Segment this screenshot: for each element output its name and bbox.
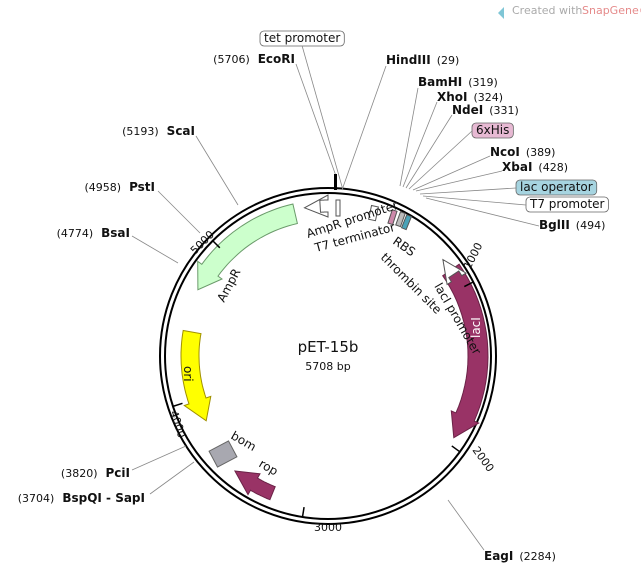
site-position: (5193)	[122, 125, 159, 138]
site-leader	[157, 190, 201, 234]
plasmid-size: 5708 bp	[305, 360, 350, 373]
feature-label: RBS	[390, 234, 418, 259]
tick-mark	[212, 240, 221, 249]
site-position: (5706)	[213, 53, 250, 66]
site-name: EcoRI	[258, 52, 295, 66]
backbone-outer	[159, 187, 497, 525]
ampr-promoter-arrow	[303, 194, 329, 218]
site-leader	[131, 445, 187, 471]
site-name: XhoI	[437, 90, 468, 104]
tick-label: 3000	[314, 521, 342, 534]
tick-label: 4000	[167, 409, 188, 440]
site-name: BamHI	[418, 75, 462, 89]
site-leader	[131, 235, 179, 264]
tick-mark	[451, 445, 461, 453]
ori-arrow	[180, 329, 212, 422]
site-name: NcoI	[490, 145, 520, 159]
credit: Created with SnapGene®	[498, 4, 641, 19]
site-name: BsaI	[101, 226, 130, 240]
tick-label: 2000	[470, 444, 497, 474]
site-position: (29)	[437, 54, 460, 67]
credit-text: Created with	[512, 4, 582, 17]
site-position: (389)	[526, 146, 556, 159]
lac-operator-mark	[400, 214, 413, 231]
snapgene-logo	[498, 7, 504, 19]
feature-box-label: T7 promoter	[529, 197, 605, 211]
site-name: HindIII	[386, 53, 431, 67]
backbone-inner	[164, 192, 492, 520]
site-position: (3704)	[18, 492, 55, 505]
site-leader	[447, 499, 485, 551]
feature-box	[515, 179, 598, 196]
site-position: (494)	[576, 219, 606, 232]
thrombin-mark	[395, 211, 406, 228]
his-mark	[387, 209, 398, 226]
feature-leader	[422, 195, 527, 206]
site-name: BglII	[539, 218, 570, 232]
feature-box	[525, 196, 609, 213]
ampr-arrow	[197, 203, 298, 291]
feature-box	[471, 122, 514, 139]
site-leader	[415, 170, 503, 192]
feature-leader	[419, 187, 517, 195]
laci-promoter-arrow	[442, 258, 467, 286]
t7-terminator-mark	[335, 199, 341, 217]
feature-box-label: 6xHis	[476, 123, 509, 137]
tick-label: 1000	[461, 241, 485, 272]
site-leader	[402, 101, 438, 188]
site-marker	[334, 174, 337, 190]
feature-leader	[301, 45, 344, 191]
laci-arrow	[442, 263, 489, 439]
feature-label: thrombin site	[378, 250, 445, 317]
site-name: PstI	[129, 180, 155, 194]
tick-mark	[301, 506, 305, 518]
feature-label: lacI	[469, 317, 483, 338]
site-name: ScaI	[167, 124, 195, 138]
site-name: XbaI	[502, 160, 532, 174]
site-leader	[405, 114, 453, 189]
site-leader	[295, 63, 337, 177]
feature-label: ori	[181, 366, 195, 382]
site-name: BspQI - SapI	[62, 491, 145, 505]
site-leader	[399, 87, 419, 187]
feature-box-label: tet promoter	[264, 31, 340, 45]
site-name: NdeI	[452, 103, 483, 117]
site-leader	[425, 197, 540, 227]
site-position: (331)	[489, 104, 519, 117]
site-position: (319)	[468, 76, 498, 89]
credit-brand: SnapGene®	[582, 4, 641, 17]
site-leader	[341, 65, 387, 191]
site-position: (428)	[538, 161, 568, 174]
site-name: PciI	[106, 466, 131, 480]
site-position: (4774)	[57, 227, 94, 240]
rop-arrow	[233, 470, 276, 501]
plasmid-name: pET-15b	[298, 338, 359, 356]
rbs-mark	[368, 204, 379, 222]
tick-mark	[463, 281, 474, 288]
site-name: EagI	[484, 549, 513, 563]
feature-box-label: lac operator	[520, 180, 593, 194]
site-leader	[195, 135, 239, 206]
site-position: (4958)	[84, 181, 121, 194]
bom-box	[208, 440, 238, 468]
feature-leader	[408, 130, 473, 190]
site-position: (324)	[474, 91, 504, 104]
site-position: (2284)	[519, 550, 556, 563]
tick-mark	[172, 402, 183, 408]
site-position: (3820)	[61, 467, 98, 480]
site-leader	[412, 155, 491, 191]
site-leader	[149, 461, 195, 495]
feature-label: rop	[257, 456, 281, 478]
